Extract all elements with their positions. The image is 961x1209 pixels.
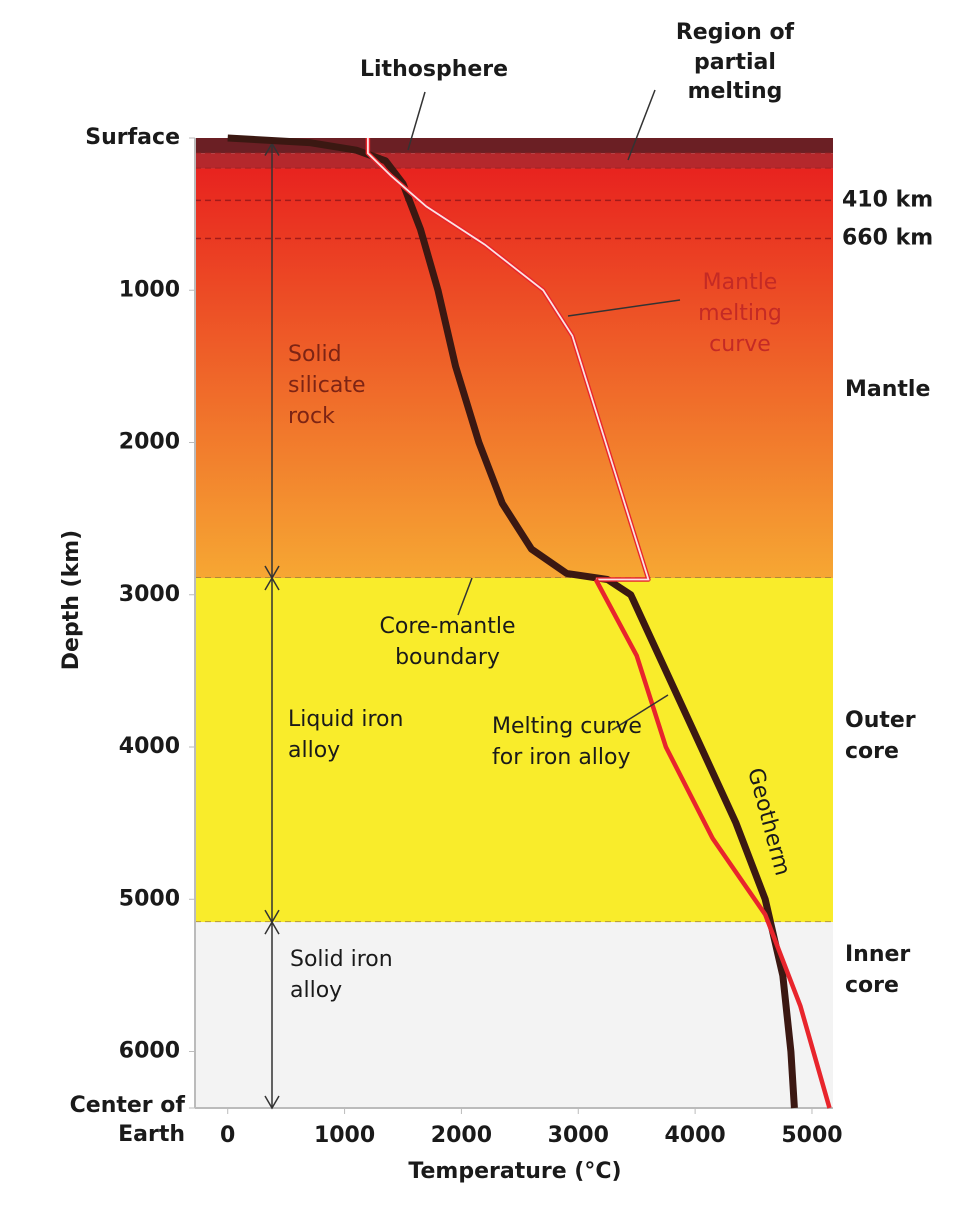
y-tick-label: Center of Earth	[69, 1093, 185, 1147]
series-line	[593, 578, 832, 1109]
y-axis-label: Depth (km)	[59, 530, 84, 670]
curve-highlight	[367, 138, 650, 581]
layer-label: Mantle	[845, 377, 931, 402]
series-line	[227, 134, 798, 1109]
y-tick-label: 2000	[119, 430, 180, 455]
annotation: Solid iron alloy	[290, 947, 393, 1003]
layer	[195, 578, 833, 923]
leader	[567, 299, 681, 317]
layer-label: Region of partial melting	[675, 20, 795, 105]
layer	[195, 922, 833, 1108]
layer	[195, 153, 833, 169]
x-axis-label: Temperature (°C)	[408, 1159, 621, 1184]
leader	[627, 89, 656, 161]
arrow-head	[264, 1095, 280, 1110]
y-tick-label: 3000	[119, 582, 180, 607]
y-tick-label: 1000	[119, 277, 180, 302]
y-tick-label: 4000	[119, 734, 180, 759]
leader	[457, 577, 473, 616]
x-tick-label: 4000	[665, 1123, 726, 1148]
arrow-head	[264, 920, 280, 935]
x-tick-label: 0	[220, 1123, 235, 1148]
layer	[195, 168, 833, 579]
annotation: Core-mantle boundary	[379, 614, 516, 670]
series-label: Mantle melting curve	[698, 270, 782, 357]
x-tick-label: 2000	[431, 1123, 492, 1148]
layer-label: Inner core	[845, 942, 911, 998]
leader	[407, 91, 426, 151]
annotation: Liquid iron alloy	[288, 707, 404, 763]
boundary-label: 660 km	[842, 225, 933, 250]
x-tick-label: 1000	[314, 1123, 375, 1148]
boundary-label: 410 km	[842, 187, 933, 212]
y-tick-label: 6000	[119, 1039, 180, 1064]
x-tick-label: 5000	[781, 1123, 842, 1148]
y-tick-label: Surface	[85, 125, 180, 150]
y-tick-label: 5000	[119, 886, 180, 911]
x-tick-label: 3000	[548, 1123, 609, 1148]
leader	[611, 694, 669, 731]
layer-label: Lithosphere	[360, 57, 509, 82]
annotation: Solid silicate rock	[288, 342, 366, 429]
arrow-head	[264, 576, 280, 591]
series-label: Melting curve for iron alloy	[492, 714, 642, 770]
layer-label: Outer core	[845, 708, 916, 764]
